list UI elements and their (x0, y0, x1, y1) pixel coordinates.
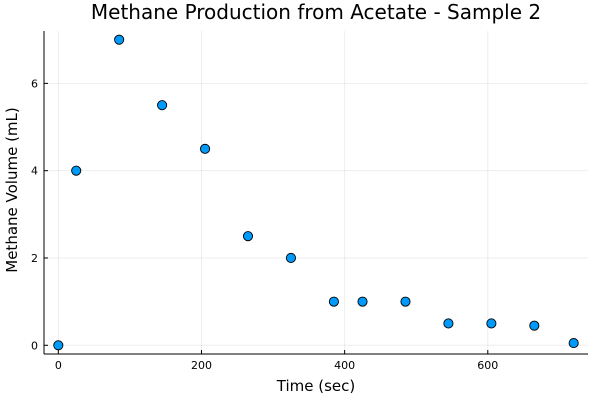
data-point-10 (443, 318, 454, 329)
axes (43, 31, 588, 355)
ticks: 0 200 400 600 0 2 4 6 (31, 77, 498, 372)
data-point-9 (400, 296, 411, 307)
data-point-0 (53, 340, 64, 351)
data-point-5 (242, 231, 254, 242)
data-point-7 (328, 296, 339, 307)
data-points (53, 34, 579, 351)
data-point-2 (114, 34, 125, 45)
y-tick-label-3: 6 (31, 77, 38, 90)
data-point-12 (529, 320, 540, 331)
y-tick-label-2: 4 (31, 165, 38, 178)
grid (44, 31, 588, 354)
data-point-1 (71, 165, 82, 176)
data-point-11 (486, 318, 497, 329)
y-tick-label-0: 0 (31, 339, 38, 352)
data-point-3 (157, 100, 168, 111)
x-tick-label-0: 0 (55, 359, 62, 372)
chart-title: Methane Production from Acetate - Sample… (91, 0, 541, 24)
data-point-8 (357, 296, 368, 307)
data-point-6 (285, 252, 296, 264)
data-point-13 (568, 338, 579, 349)
y-axis-label: Methane Volume (mL) (3, 107, 21, 272)
x-tick-label-3: 600 (477, 359, 498, 372)
x-tick-label-2: 400 (334, 359, 355, 372)
x-tick-label-1: 200 (191, 359, 212, 372)
y-tick-label-1: 2 (31, 252, 38, 265)
x-axis-label: Time (sec) (276, 377, 355, 395)
data-point-4 (200, 143, 211, 154)
